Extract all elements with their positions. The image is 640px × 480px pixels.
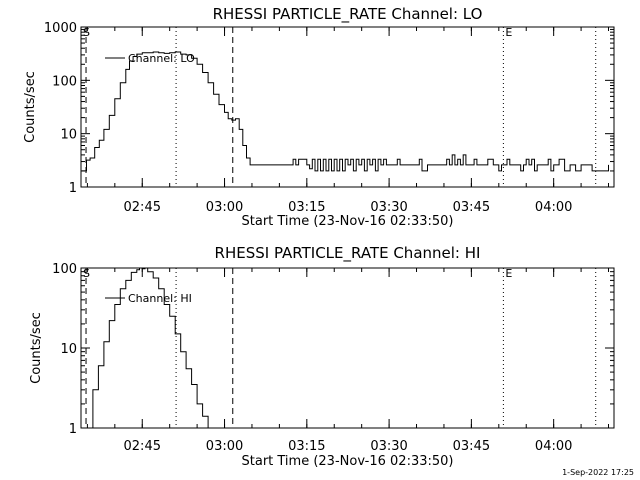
x-tick-label: 03:15: [288, 200, 325, 215]
x-axis-label: Start Time (23-Nov-16 02:33:50): [242, 454, 454, 469]
plot-frame: [80, 26, 615, 188]
generation-date: 1-Sep-2022 17:25: [562, 468, 634, 477]
x-tick-label: 03:00: [206, 439, 243, 454]
marker-label: S: [83, 267, 90, 280]
y-tick-label: 100: [52, 262, 77, 277]
x-tick-label: 03:00: [206, 200, 243, 215]
y-tick-label: 100: [52, 74, 77, 89]
x-tick-label: 03:30: [370, 439, 407, 454]
x-tick-label: 03:45: [453, 439, 490, 454]
marker-label: S: [83, 26, 90, 39]
y-tick-label: 10: [60, 342, 77, 357]
chart-panel-hi: RHESSI PARTICLE_RATE Channel: HI 1 10 100 02…: [29, 244, 615, 469]
y-tick-label: 1: [69, 181, 77, 196]
x-tick-label: 02:45: [124, 200, 161, 215]
legend-label: Channel: HI: [128, 292, 192, 305]
chart-title: RHESSI PARTICLE_RATE Channel: HI: [215, 244, 481, 263]
chart-panel-lo: RHESSI PARTICLE_RATE Channel: LO 1 10 100 10…: [23, 5, 615, 229]
marker-label: E: [505, 26, 512, 39]
chart-title: RHESSI PARTICLE_RATE Channel: LO: [213, 5, 483, 24]
y-tick-label: 10: [60, 128, 77, 143]
x-tick-label: 04:00: [535, 200, 572, 215]
x-tick-label: 03:15: [288, 439, 325, 454]
x-axis-label: Start Time (23-Nov-16 02:33:50): [242, 214, 454, 229]
series-line: [81, 51, 609, 172]
x-tick-label: 03:45: [453, 200, 490, 215]
series-line: [87, 268, 209, 428]
y-axis-label: Counts/sec: [29, 312, 44, 384]
y-tick-label: 1: [69, 422, 77, 437]
legend-label: Channel: LO: [128, 52, 195, 65]
y-axis-label: Counts/sec: [23, 71, 38, 143]
x-tick-label: 02:45: [124, 439, 161, 454]
x-tick-label: 03:30: [370, 200, 407, 215]
x-tick-label: 04:00: [535, 439, 572, 454]
y-tick-label: 1000: [44, 21, 77, 36]
marker-label: E: [505, 267, 512, 280]
